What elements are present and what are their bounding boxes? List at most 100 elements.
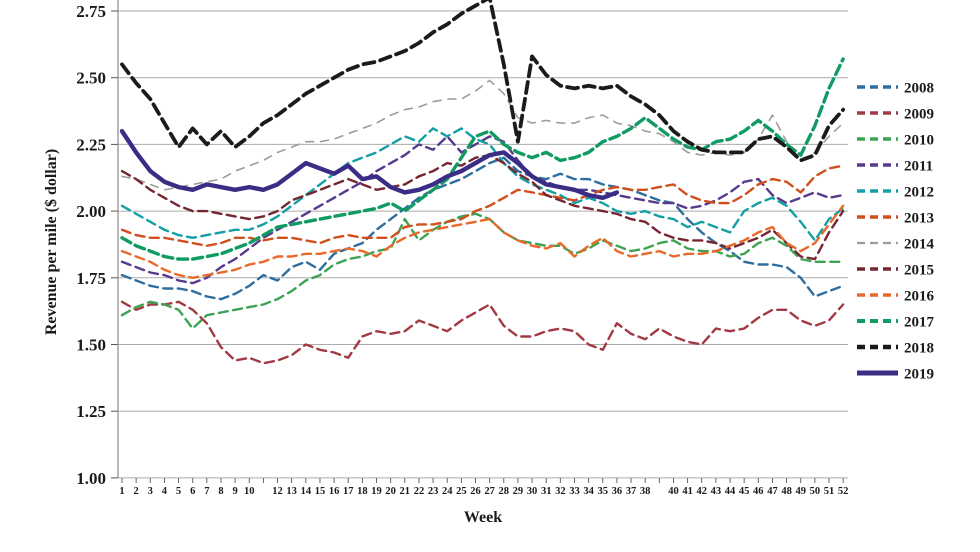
legend-label-2012: 2012 [904, 185, 934, 201]
x-tick-label: 5 [176, 486, 181, 497]
x-tick-label: 21 [400, 486, 411, 497]
series-line-2016 [120, 204, 845, 279]
y-tick-label: 1.50 [76, 336, 106, 355]
plot-area: 2.752.502.252.001.751.501.251.001 2 3 4 5 6 7 8… [76, 0, 848, 497]
x-axis-title: Week [464, 509, 502, 526]
series-line-2019 [119, 128, 620, 201]
x-tick-label: 20 [385, 486, 396, 497]
legend-item-2016: 2016 [857, 289, 935, 305]
legend-label-2013: 2013 [904, 211, 934, 227]
legend-label-2017: 2017 [904, 315, 935, 331]
series-line-2014 [121, 79, 844, 191]
legend-label-2015: 2015 [904, 263, 934, 279]
y-axis-title: Revenue per mile ($ dollar) [43, 149, 60, 335]
x-tick-label: 27 [484, 486, 495, 497]
x-tick-label: 17 [343, 486, 354, 497]
x-tick-label: 12 [272, 486, 283, 497]
x-tick-label: 14 [301, 486, 312, 497]
x-tick-label: 45 [739, 486, 750, 497]
y-tick-label: 1.25 [76, 402, 106, 421]
x-tick-label: 40 [668, 486, 679, 497]
x-tick-label: 51 [824, 486, 835, 497]
x-tick-label: 10 [244, 486, 255, 497]
x-tick-label: 34 [583, 486, 594, 497]
y-tick-label: 2.25 [76, 135, 106, 154]
legend-label-2019: 2019 [904, 367, 934, 383]
x-tick-label: 4 [162, 486, 168, 497]
x-tick-label: 13 [286, 486, 297, 497]
x-tick-label: 33 [569, 486, 580, 497]
x-tick-label: 8 [218, 486, 223, 497]
series-line-2013 [120, 164, 845, 248]
x-tick-label: 25 [456, 486, 467, 497]
x-tick-label: 42 [696, 486, 707, 497]
legend-label-2011: 2011 [904, 159, 933, 175]
series-line-2012 [120, 127, 845, 242]
x-tick-label: 28 [499, 486, 510, 497]
x-tick-label: 29 [513, 486, 524, 497]
x-tick-label: 50 [810, 486, 821, 497]
legend-label-2008: 2008 [904, 81, 934, 97]
legend-label-2009: 2009 [904, 107, 934, 123]
y-tick-label: 1.00 [76, 469, 106, 488]
x-tick-label: 36 [612, 486, 623, 497]
x-tick-label: 16 [329, 486, 340, 497]
x-tick-label: 26 [470, 486, 481, 497]
legend-item-2012: 2012 [857, 185, 934, 201]
x-tick-label: 22 [414, 486, 425, 497]
x-tick-label: 15 [315, 486, 326, 497]
x-tick-label: 30 [527, 486, 538, 497]
x-tick-label: 18 [357, 486, 368, 497]
x-tick-label: 35 [598, 486, 609, 497]
legend-item-2011: 2011 [857, 159, 933, 175]
x-tick-label: 6 [190, 486, 195, 497]
series-line-2015 [120, 153, 845, 261]
series-line-2017 [120, 57, 845, 261]
x-tick-label: 19 [371, 486, 382, 497]
legend-label-2014: 2014 [904, 237, 935, 253]
legend-label-2010: 2010 [904, 133, 934, 149]
x-tick-label: 2 [134, 486, 139, 497]
legend-item-2009: 2009 [857, 107, 934, 123]
x-tick-label: 1 [119, 486, 124, 497]
legend-item-2014: 2014 [857, 237, 935, 253]
series-line-2008 [120, 156, 845, 301]
x-tick-label: 46 [753, 486, 764, 497]
series-line-2010 [120, 212, 845, 330]
x-tick-label: 49 [795, 486, 806, 497]
legend-label-2018: 2018 [904, 341, 934, 357]
x-tick-label: 52 [838, 486, 849, 497]
x-tick-label: 48 [781, 486, 792, 497]
x-tick-label: 9 [232, 486, 237, 497]
x-tick-label: 43 [711, 486, 722, 497]
x-tick-label: 47 [767, 486, 778, 497]
y-tick-label: 2.00 [76, 202, 106, 221]
legend-item-2017: 2017 [857, 315, 935, 331]
series-line-2009 [120, 300, 845, 365]
legend-item-2018: 2018 [857, 341, 934, 357]
x-tick-label: 23 [428, 486, 439, 497]
x-tick-label: 38 [640, 486, 651, 497]
series-line-2011 [120, 135, 845, 285]
x-tick-label: 31 [541, 486, 552, 497]
legend-item-2013: 2013 [857, 211, 934, 227]
x-tick-label: 3 [148, 486, 153, 497]
x-tick-label: 7 [204, 486, 209, 497]
y-tick-label: 2.75 [76, 2, 106, 21]
x-tick-label: 37 [626, 486, 637, 497]
y-tick-label: 1.75 [76, 269, 106, 288]
x-tick-label: 44 [725, 486, 736, 497]
x-tick-label: 41 [682, 486, 693, 497]
legend: 2008 2009 2010 2011 2012 2013 2014 2015 2016 2017… [857, 81, 935, 383]
y-tick-label: 2.50 [76, 69, 106, 88]
x-tick-label: 24 [442, 486, 453, 497]
legend-item-2008: 2008 [857, 81, 934, 97]
legend-label-2016: 2016 [904, 289, 935, 305]
series-line-2018 [120, 0, 845, 163]
legend-item-2015: 2015 [857, 263, 934, 279]
x-tick-label: 32 [555, 486, 566, 497]
legend-item-2010: 2010 [857, 133, 934, 149]
legend-item-2019: 2019 [857, 367, 934, 383]
